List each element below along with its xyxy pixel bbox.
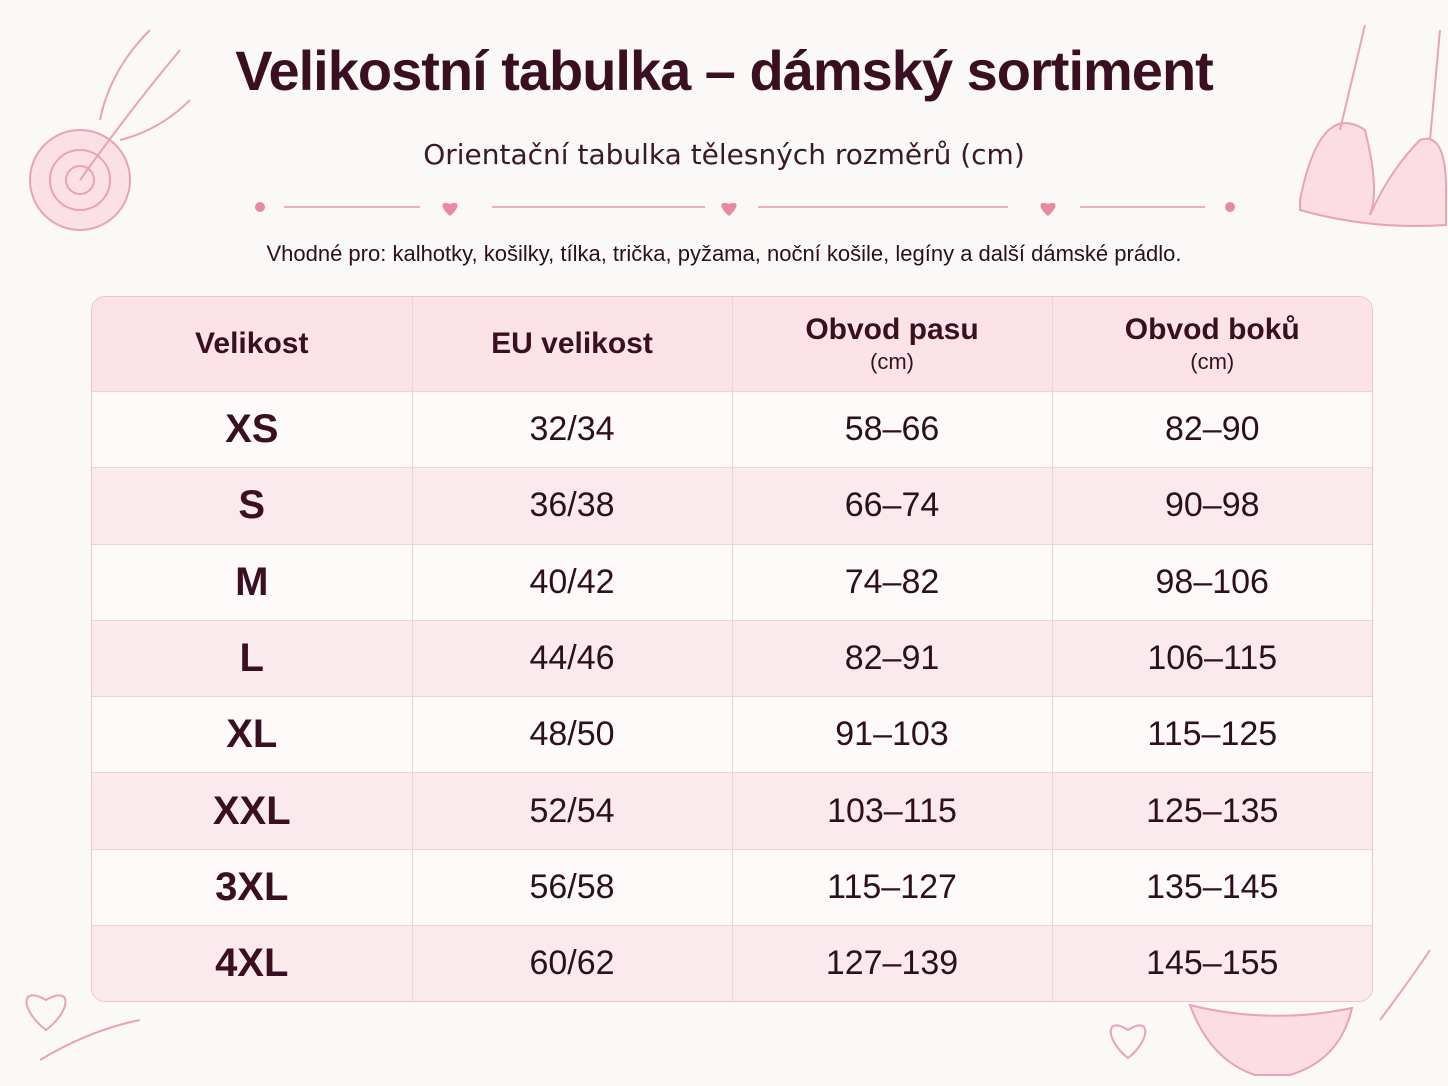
- measure-cell: 44/46: [411, 619, 733, 698]
- size-cell: M: [92, 543, 413, 621]
- measure-cell: 98–106: [1051, 543, 1372, 621]
- table-row: XL 48/50 91–103 115–125: [92, 696, 1372, 774]
- column-unit: (cm): [1190, 349, 1235, 374]
- column-header: EU velikost: [411, 297, 733, 392]
- measure-cell: 74–82: [731, 543, 1053, 621]
- size-cell: 3XL: [92, 848, 413, 926]
- measure-cell: 82–91: [731, 619, 1053, 698]
- measure-cell: 145–155: [1051, 924, 1372, 1001]
- measure-cell: 48/50: [411, 696, 733, 774]
- column-header: Obvod boků (cm): [1051, 297, 1372, 392]
- measure-cell: 58–66: [731, 390, 1053, 469]
- table-row: XXL 52/54 103–115 125–135: [92, 772, 1372, 850]
- table-body: XS 32/34 58–66 82–90 S 36/38 66–74 90–98 M 40/42 7…: [92, 390, 1372, 1001]
- table-row: L 44/46 82–91 106–115: [92, 619, 1372, 698]
- column-name: Obvod pasu: [805, 313, 979, 346]
- column-header: Obvod pasu (cm): [731, 297, 1053, 392]
- divider: [255, 202, 1235, 216]
- column-header: Velikost: [92, 297, 413, 392]
- measure-cell: 56/58: [411, 848, 733, 926]
- measure-cell: 125–135: [1051, 772, 1372, 850]
- size-cell: 4XL: [92, 924, 413, 1001]
- size-cell: XL: [92, 696, 413, 774]
- column-name: EU velikost: [491, 327, 653, 360]
- lingerie-ornament: [1188, 24, 1448, 1076]
- measure-cell: 82–90: [1051, 390, 1372, 469]
- measure-cell: 135–145: [1051, 848, 1372, 926]
- measure-cell: 52/54: [411, 772, 733, 850]
- column-unit: (cm): [870, 349, 914, 374]
- measure-cell: 106–115: [1051, 619, 1372, 698]
- title: Velikostní tabulka – dámský sortiment: [235, 39, 1214, 102]
- note: Vhodné pro: kalhotky, košilky, tílka, tr…: [266, 241, 1182, 266]
- table-row: XS 32/34 58–66 82–90: [92, 390, 1372, 469]
- table-row: 4XL 60/62 127–139 145–155: [92, 924, 1372, 1001]
- measure-cell: 60/62: [411, 924, 733, 1001]
- measure-cell: 103–115: [731, 772, 1053, 850]
- floral-ornament: [25, 29, 1431, 1061]
- measure-cell: 36/38: [411, 467, 733, 545]
- column-name: Velikost: [195, 327, 309, 360]
- size-cell: S: [92, 467, 413, 545]
- measure-cell: 115–127: [731, 848, 1053, 926]
- measure-cell: 40/42: [411, 543, 733, 621]
- measure-cell: 91–103: [731, 696, 1053, 774]
- table-row: M 40/42 74–82 98–106: [92, 543, 1372, 621]
- column-name: Obvod boků: [1124, 313, 1300, 346]
- table-row: S 36/38 66–74 90–98: [92, 467, 1372, 545]
- table-row: 3XL 56/58 115–127 135–145: [92, 848, 1372, 926]
- size-cell: L: [92, 619, 413, 698]
- measure-cell: 127–139: [731, 924, 1053, 1001]
- measure-cell: 115–125: [1051, 696, 1372, 774]
- subtitle: Orientační tabulka tělesných rozměrů (cm…: [423, 138, 1025, 171]
- size-cell: XS: [92, 390, 413, 469]
- measure-cell: 66–74: [731, 467, 1053, 545]
- size-cell: XXL: [92, 772, 413, 850]
- size-table: Velikost EU velikost Obvod pasu (cm) Obvod b…: [92, 297, 1372, 1001]
- measure-cell: 90–98: [1051, 467, 1372, 545]
- measure-cell: 32/34: [411, 390, 733, 469]
- size-table-frame: Velikost EU velikost Obvod pasu (cm) Obvod b…: [91, 296, 1373, 1002]
- header-row: Velikost EU velikost Obvod pasu (cm) Obvod b…: [92, 297, 1372, 392]
